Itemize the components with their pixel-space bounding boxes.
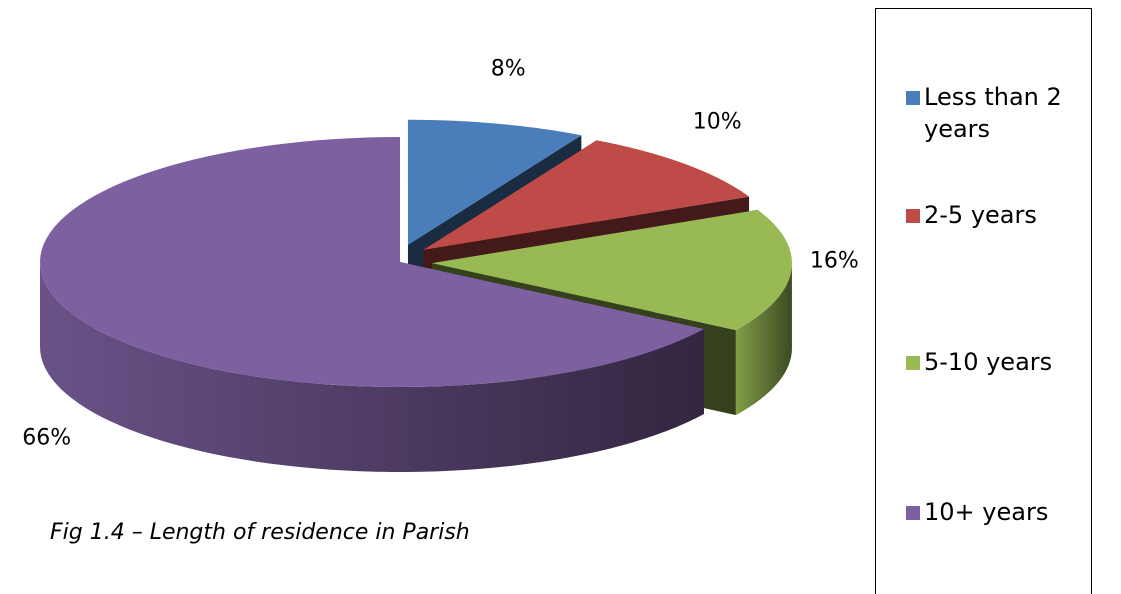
- slice: [423, 140, 750, 250]
- legend-label: 2-5 years: [924, 201, 1037, 229]
- legend-label: 5-10 years: [924, 348, 1053, 376]
- legend-item: 5-10 years: [906, 346, 1086, 378]
- data-label: 10%: [693, 109, 742, 134]
- slice: [431, 209, 792, 331]
- legend-swatch: [906, 209, 920, 223]
- slice: [40, 137, 704, 387]
- legend-label: Less than 2 years: [924, 83, 1062, 143]
- legend-item: 10+ years: [906, 496, 1086, 528]
- slice-wall: [40, 262, 704, 472]
- data-label: 16%: [810, 249, 859, 274]
- chart-title: Fig 1.4 – Length of residence in Parish: [50, 520, 470, 545]
- legend-item: 2-5 years: [906, 199, 1086, 231]
- legend-item: Less than 2 years: [906, 81, 1086, 145]
- legend-swatch: [906, 506, 920, 520]
- legend-swatch: [906, 356, 920, 370]
- data-label: 8%: [491, 56, 526, 81]
- slice: [407, 119, 582, 245]
- data-label: 66%: [22, 425, 71, 450]
- chart: 8% 10% 16% 66%: [22, 56, 859, 472]
- legend-swatch: [906, 91, 920, 105]
- slice-wall: [735, 263, 792, 416]
- legend-label: 10+ years: [924, 498, 1049, 526]
- legend: Less than 2 years 2-5 years 5-10 years 10+ …: [875, 8, 1092, 594]
